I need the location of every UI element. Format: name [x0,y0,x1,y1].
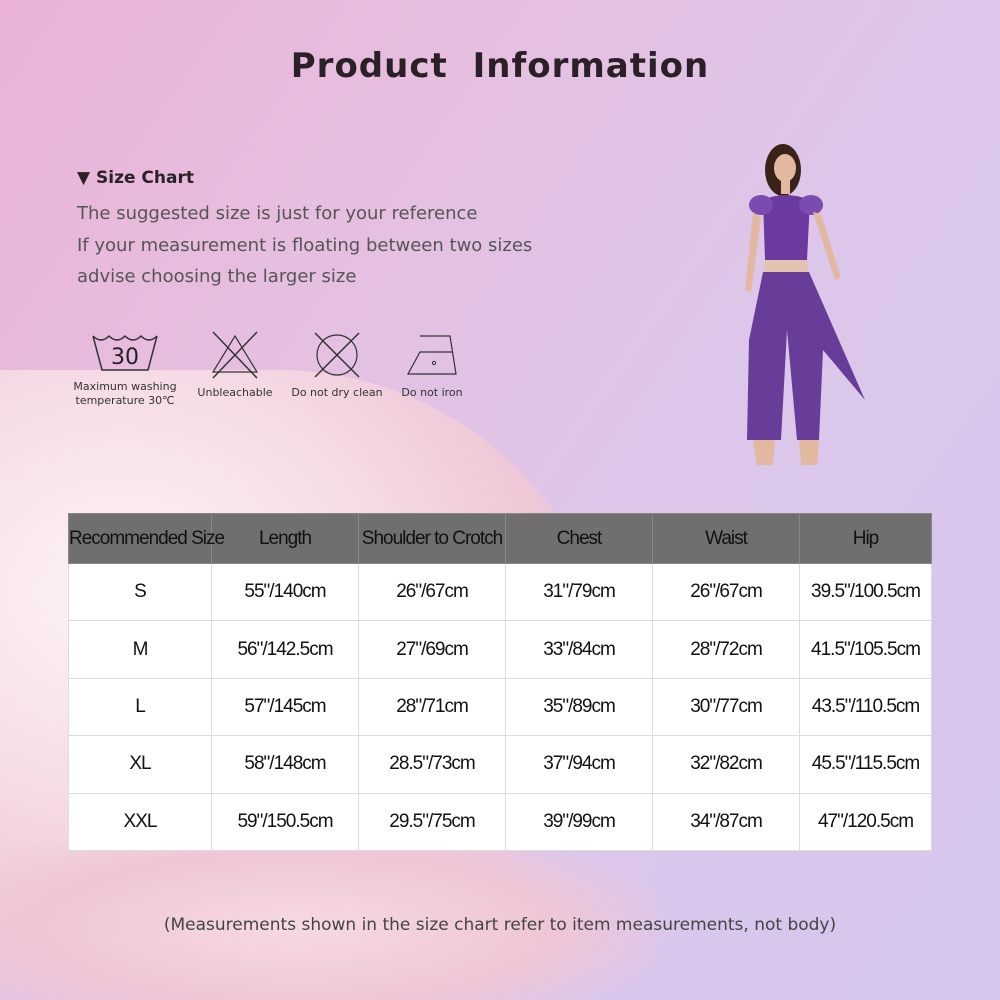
size-table-body: S 55"/140cm 26"/67cm 31"/79cm 26"/67cm 39.5"/… [68,562,932,851]
table-cell: 37"/94cm [505,735,653,794]
table-row: XL 58"/148cm 28.5"/73cm 37"/94cm 32"/82cm 45.… [68,735,932,794]
size-chart-heading: ▼ Size Chart [77,168,194,188]
table-cell: 47"/120.5cm [799,792,932,851]
table-cell: 57"/145cm [211,677,359,737]
table-cell: 30"/77cm [652,677,800,737]
header-waist: Waist [652,513,800,564]
table-cell: 39.5"/100.5cm [799,562,932,622]
no-bleach-icon [211,331,259,379]
table-cell: 59"/150.5cm [211,792,359,851]
table-cell: 26"/67cm [652,562,800,622]
table-cell: XL [68,735,212,794]
triangle-down-icon: ▼ [77,168,91,188]
care-wash-30: 30 Maximum washing temperature 30℃ [70,330,180,408]
table-cell: 41.5"/105.5cm [799,620,932,679]
header-shoulder-to-crotch: Shoulder to Crotch [358,513,506,564]
header-chest: Chest [505,513,653,564]
size-table: Recommended Size Length Shoulder to Crot… [68,513,932,851]
table-cell: 39"/99cm [505,792,653,851]
table-cell: M [68,620,212,679]
footnote: (Measurements shown in the size chart re… [163,915,837,935]
table-row: M 56"/142.5cm 27"/69cm 33"/84cm 28"/72cm 41.5… [68,620,932,679]
table-cell: 43.5"/110.5cm [799,677,932,737]
wash-temperature-number: 30 [111,345,139,370]
table-cell: 58"/148cm [211,735,359,794]
model-photo [745,144,865,465]
note-line: The suggested size is just for your refe… [77,203,478,224]
table-cell: 55"/140cm [211,562,359,622]
table-cell: S [68,562,212,622]
table-cell: 34"/87cm [652,792,800,851]
table-row: S 55"/140cm 26"/67cm 31"/79cm 26"/67cm 39.5"/… [68,562,932,622]
page-title: Product Information [290,46,710,86]
table-cell: 28"/71cm [358,677,506,737]
table-cell: 45.5"/115.5cm [799,735,932,794]
table-header-row: Recommended Size Length Shoulder to Crot… [68,513,932,564]
table-cell: 35"/89cm [505,677,653,737]
table-cell: L [68,677,212,737]
table-cell: 28.5"/73cm [358,735,506,794]
table-row: L 57"/145cm 28"/71cm 35"/89cm 30"/77cm 43.5"/… [68,677,932,737]
table-cell: 33"/84cm [505,620,653,679]
table-cell: 29.5"/75cm [358,792,506,851]
table-row: XXL 59"/150.5cm 29.5"/75cm 39"/99cm 34"/87cm… [68,792,932,851]
care-label: Maximum washing [73,380,177,393]
table-cell: 27"/69cm [358,620,506,679]
care-no-iron: Do not iron [392,330,472,400]
care-label: Do not iron [401,386,463,399]
care-no-dry-clean: Do not dry clean [287,330,387,400]
note-line: If your measurement is floating between … [77,235,533,256]
care-label: temperature 30℃ [75,394,175,407]
table-cell: 26"/67cm [358,562,506,622]
table-cell: 28"/72cm [652,620,800,679]
table-cell: XXL [68,792,212,851]
no-iron-icon [406,335,457,375]
header-recommended-size: Recommended Size [68,513,225,564]
header-length: Length [211,513,359,564]
table-cell: 31"/79cm [505,562,653,622]
table-cell: 56"/142.5cm [211,620,359,679]
wash-30-icon: 30 [92,334,158,371]
care-no-bleach: Unbleachable [190,330,280,400]
note-line: advise choosing the larger size [77,266,357,287]
care-label: Do not dry clean [291,386,383,399]
table-cell: 32"/82cm [652,735,800,794]
care-label: Unbleachable [197,386,273,399]
header-hip: Hip [799,513,932,564]
no-dry-clean-icon [314,332,360,378]
